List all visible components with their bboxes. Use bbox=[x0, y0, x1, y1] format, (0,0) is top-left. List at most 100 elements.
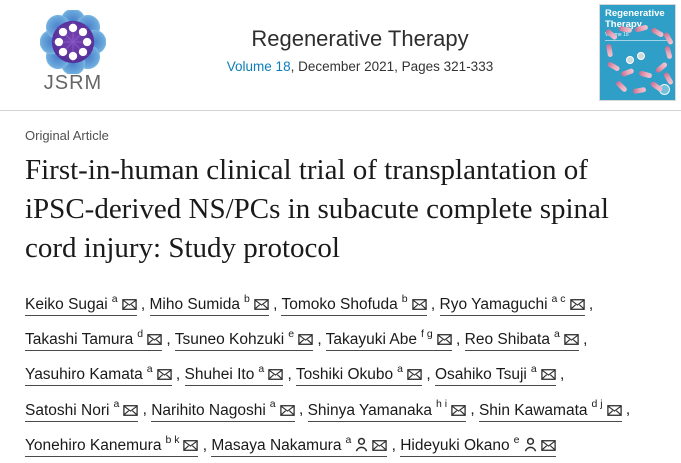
author-separator: , bbox=[451, 331, 465, 349]
author-link[interactable]: Toshiki Okubo a bbox=[295, 363, 423, 387]
author-link[interactable]: Narihito Nagoshi a bbox=[151, 398, 295, 422]
author-name: Toshiki Okubo bbox=[295, 366, 394, 384]
author-name: Tomoko Shofuda bbox=[281, 296, 398, 314]
author-affiliation-sup: d j bbox=[591, 398, 603, 411]
author-separator: , bbox=[621, 401, 631, 419]
issue-date-pages: , December 2021, Pages 321-333 bbox=[290, 59, 494, 74]
author-separator: , bbox=[426, 296, 440, 314]
cover-molecule-art bbox=[626, 52, 648, 66]
email-envelope-icon bbox=[298, 334, 313, 346]
author-affiliation-sup: e bbox=[513, 433, 520, 446]
author-separator: , bbox=[294, 401, 308, 419]
author-affiliation-sup: a bbox=[146, 363, 153, 376]
cover-title: Regenerative Therapy bbox=[605, 8, 665, 30]
email-envelope-icon bbox=[436, 334, 452, 346]
email-envelope-icon bbox=[121, 299, 137, 311]
author-link[interactable]: Takashi Tamura d bbox=[25, 328, 163, 352]
author-link[interactable]: Yonehiro Kanemura b k bbox=[25, 434, 199, 457]
email-envelope-icon bbox=[372, 439, 388, 451]
email-envelope-icon bbox=[606, 404, 622, 416]
author-separator: , bbox=[387, 436, 401, 454]
author-name: Yasuhiro Kamata bbox=[25, 366, 143, 384]
author-separator: , bbox=[466, 401, 479, 419]
journal-cover-thumbnail[interactable]: Regenerative Therapy Volume 18 bbox=[599, 4, 676, 101]
author-affiliation-sup: a bbox=[258, 363, 265, 376]
author-name: Reo Shibata bbox=[464, 331, 550, 349]
author-link[interactable]: Shuhei Ito a bbox=[184, 363, 284, 387]
author-link[interactable]: Keiko Sugai a bbox=[25, 293, 137, 317]
cover-pill-art bbox=[615, 80, 628, 93]
journal-title-link[interactable]: Regenerative Therapy bbox=[251, 26, 469, 51]
author-profile-icon bbox=[356, 437, 368, 452]
author-name: Masaya Nakamura bbox=[211, 436, 342, 454]
volume-link[interactable]: Volume 18 bbox=[226, 59, 291, 74]
email-envelope-icon bbox=[268, 369, 283, 381]
author-affiliation-sup: f g bbox=[421, 328, 433, 341]
author-affiliation-sup: a bbox=[553, 328, 560, 341]
author-link[interactable]: Yasuhiro Kamata a bbox=[25, 363, 172, 387]
author-name: Osahiko Tsuji bbox=[434, 366, 527, 384]
author-link[interactable]: Osahiko Tsuji a bbox=[434, 363, 556, 387]
cover-pill-art bbox=[606, 61, 621, 72]
email-envelope-icon bbox=[569, 299, 585, 311]
author-name: Tsuneo Kohzuki bbox=[174, 331, 285, 349]
article-title: First-in-human clinical trial of transpl… bbox=[25, 154, 609, 264]
jsrm-flower-icon bbox=[40, 10, 106, 74]
email-envelope-icon bbox=[451, 404, 466, 416]
author-link[interactable]: Masaya Nakamura a bbox=[211, 433, 388, 457]
author-name: Keiko Sugai bbox=[25, 296, 108, 314]
author-separator: , bbox=[136, 296, 150, 314]
cover-pill-art bbox=[632, 86, 647, 95]
author-name: Shuhei Ito bbox=[184, 366, 255, 384]
author-separator: , bbox=[283, 366, 296, 384]
author-link[interactable]: Hideyuki Okano e bbox=[400, 433, 556, 457]
email-envelope-icon bbox=[123, 404, 139, 416]
author-link[interactable]: Takayuki Abe f g bbox=[325, 328, 452, 352]
author-name: Yonehiro Kanemura bbox=[25, 436, 162, 454]
society-logo[interactable]: JSRM bbox=[25, 4, 121, 95]
author-link[interactable]: Reo Shibata a bbox=[464, 328, 579, 352]
author-name: Takashi Tamura bbox=[25, 331, 134, 349]
article-category: Original Article bbox=[25, 128, 109, 143]
author-affiliation-sup: b bbox=[401, 293, 408, 305]
cover-pill-art bbox=[638, 70, 653, 79]
email-envelope-icon bbox=[564, 334, 579, 346]
author-affiliation-sup: a bbox=[397, 363, 404, 376]
email-envelope-icon bbox=[540, 369, 556, 381]
email-envelope-icon bbox=[407, 369, 422, 381]
author-name: Hideyuki Okano bbox=[400, 436, 510, 454]
author-link[interactable]: Ryo Yamaguchi a c bbox=[439, 293, 585, 317]
author-affiliation-sup: a bbox=[113, 398, 120, 411]
cover-pill-art bbox=[605, 43, 614, 58]
author-link[interactable]: Shin Kawamata d j bbox=[478, 398, 622, 422]
author-separator: , bbox=[555, 366, 565, 384]
author-link[interactable]: Miho Sumida b bbox=[149, 293, 269, 317]
author-affiliation-sup: a bbox=[345, 433, 352, 446]
author-separator: , bbox=[268, 296, 282, 314]
author-name: Takayuki Abe bbox=[325, 331, 418, 349]
author-link[interactable]: Tsuneo Kohzuki e bbox=[174, 328, 314, 352]
author-separator: , bbox=[198, 436, 212, 454]
author-name: Miho Sumida bbox=[149, 296, 240, 314]
author-name: Shinya Yamanaka bbox=[307, 401, 432, 419]
author-name: Narihito Nagoshi bbox=[151, 401, 266, 419]
author-affiliation-sup: b bbox=[243, 293, 250, 305]
author-separator: , bbox=[313, 331, 326, 349]
author-link[interactable]: Shinya Yamanaka h i bbox=[307, 398, 467, 422]
author-separator: , bbox=[162, 331, 175, 349]
cover-tagline-bar bbox=[605, 40, 670, 41]
author-name: Shin Kawamata bbox=[478, 401, 588, 419]
author-separator: , bbox=[138, 401, 152, 419]
email-envelope-icon bbox=[411, 299, 427, 311]
author-affiliation-sup: a bbox=[269, 398, 276, 411]
author-profile-icon bbox=[524, 437, 536, 452]
author-link[interactable]: Satoshi Nori a bbox=[25, 398, 139, 422]
cover-pill-art bbox=[649, 80, 664, 93]
cover-pill-art bbox=[664, 45, 673, 60]
email-envelope-icon bbox=[254, 299, 269, 311]
author-affiliation-sup: a bbox=[530, 363, 537, 376]
author-affiliation-sup: e bbox=[288, 328, 295, 341]
journal-banner: JSRM Regenerative Therapy Volume 18, Dec… bbox=[0, 0, 681, 111]
author-affiliation-sup: h i bbox=[435, 398, 448, 411]
author-link[interactable]: Tomoko Shofuda b bbox=[281, 293, 427, 317]
